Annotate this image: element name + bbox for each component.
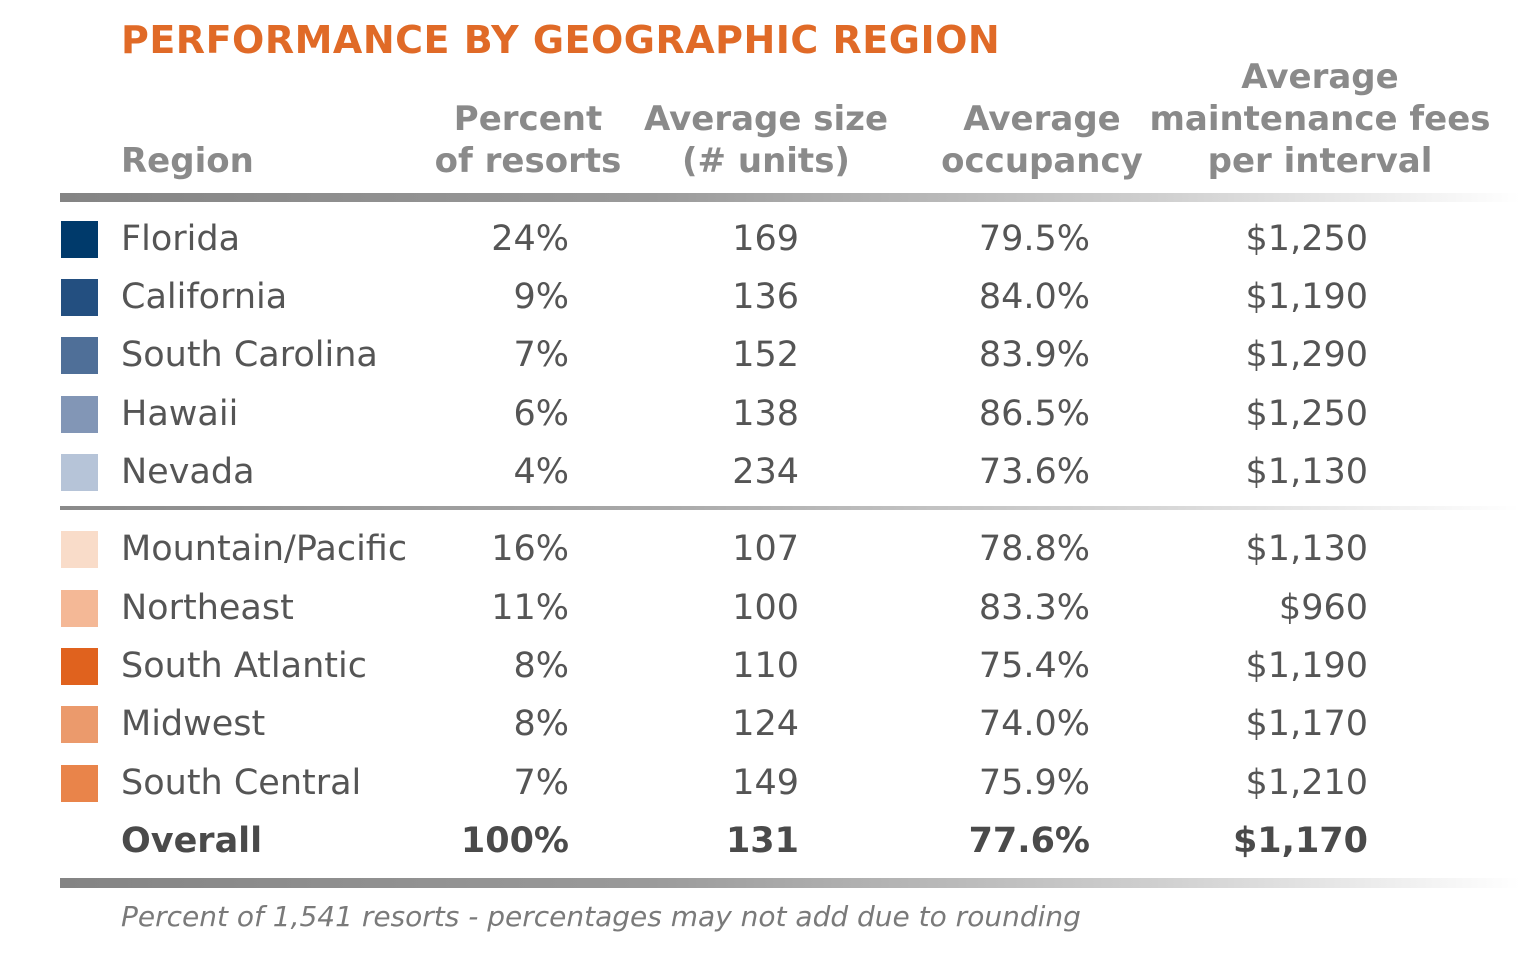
occupancy-cell: 83.3% — [978, 588, 1090, 628]
region-cell: Northeast — [121, 588, 294, 628]
table-row: Hawaii 6% 138 86.5% $1,250 — [0, 389, 1529, 439]
header-fees: Average maintenance fees per interval — [1149, 56, 1490, 182]
footnote: Percent of 1,541 resorts - percentages m… — [121, 900, 1081, 933]
percent-cell: 100% — [460, 821, 569, 861]
fee-cell: $1,170 — [1245, 704, 1368, 744]
size-cell: 169 — [732, 219, 799, 259]
percent-cell: 11% — [491, 588, 569, 628]
occupancy-cell: 77.6% — [968, 821, 1090, 861]
size-cell: 110 — [732, 646, 799, 686]
header-occupancy-line-1: Average — [963, 99, 1121, 139]
region-color-swatch — [61, 648, 98, 685]
size-cell: 107 — [732, 529, 799, 569]
size-cell: 100 — [732, 588, 799, 628]
table-row: Nevada 4% 234 73.6% $1,130 — [0, 447, 1529, 497]
occupancy-cell: 79.5% — [978, 219, 1090, 259]
percent-cell: 8% — [513, 704, 569, 744]
header-percent-line-2: of resorts — [434, 141, 622, 181]
size-cell: 138 — [732, 394, 799, 434]
size-cell: 136 — [732, 277, 799, 317]
occupancy-cell: 83.9% — [978, 335, 1090, 375]
table-row: South Carolina 7% 152 83.9% $1,290 — [0, 330, 1529, 380]
table-bottom-divider — [60, 878, 1520, 888]
region-cell: Midwest — [121, 704, 266, 744]
header-occupancy-line-2: occupancy — [941, 141, 1143, 181]
fee-cell: $1,250 — [1245, 394, 1368, 434]
region-color-swatch — [61, 279, 98, 316]
fee-cell: $1,130 — [1245, 452, 1368, 492]
occupancy-cell: 73.6% — [978, 452, 1090, 492]
percent-cell: 16% — [491, 529, 569, 569]
region-cell: Mountain/Pacific — [121, 529, 408, 569]
header-fees-line-3: per interval — [1207, 141, 1433, 181]
table-row: South Central 7% 149 75.9% $1,210 — [0, 758, 1529, 808]
size-cell: 131 — [725, 821, 799, 861]
fee-cell: $1,210 — [1245, 763, 1368, 803]
overall-row: Overall 100% 131 77.6% $1,170 — [0, 816, 1529, 866]
header-region: Region — [121, 140, 254, 182]
fee-cell: $1,130 — [1245, 529, 1368, 569]
size-cell: 124 — [732, 704, 799, 744]
region-cell: California — [121, 277, 288, 317]
region-color-swatch — [61, 706, 98, 743]
region-cell: South Carolina — [121, 335, 378, 375]
fee-cell: $960 — [1278, 588, 1368, 628]
region-cell: South Central — [121, 763, 362, 803]
occupancy-cell: 84.0% — [978, 277, 1090, 317]
header-occupancy: Average occupancy — [941, 98, 1143, 182]
header-fees-line-1: Average — [1241, 57, 1399, 97]
table-row: California 9% 136 84.0% $1,190 — [0, 272, 1529, 322]
region-cell: Hawaii — [121, 394, 239, 434]
table-row: South Atlantic 8% 110 75.4% $1,190 — [0, 641, 1529, 691]
header-percent-line-1: Percent — [453, 99, 603, 139]
occupancy-cell: 78.8% — [978, 529, 1090, 569]
region-color-swatch — [61, 590, 98, 627]
fee-cell: $1,190 — [1245, 277, 1368, 317]
percent-cell: 9% — [513, 277, 569, 317]
size-cell: 234 — [732, 452, 799, 492]
header-size: Average size (# units) — [644, 98, 888, 182]
percent-cell: 8% — [513, 646, 569, 686]
fee-cell: $1,250 — [1245, 219, 1368, 259]
header-size-line-1: Average size — [643, 99, 889, 139]
region-cell: South Atlantic — [121, 646, 367, 686]
table-row: Mountain/Pacific 16% 107 78.8% $1,130 — [0, 524, 1529, 574]
region-color-swatch — [61, 765, 98, 802]
fee-cell: $1,190 — [1245, 646, 1368, 686]
fee-cell: $1,170 — [1232, 821, 1368, 861]
percent-cell: 7% — [513, 335, 569, 375]
header-size-line-2: (# units) — [682, 141, 850, 181]
header-percent: Percent of resorts — [435, 98, 622, 182]
region-cell: Florida — [121, 219, 241, 259]
size-cell: 152 — [732, 335, 799, 375]
table-row: Florida 24% 169 79.5% $1,250 — [0, 214, 1529, 264]
occupancy-cell: 86.5% — [978, 394, 1090, 434]
region-cell: Overall — [121, 821, 263, 861]
occupancy-cell: 75.4% — [978, 646, 1090, 686]
occupancy-cell: 74.0% — [978, 704, 1090, 744]
region-color-swatch — [61, 337, 98, 374]
table-row: Northeast 11% 100 83.3% $960 — [0, 583, 1529, 633]
chart-title: PERFORMANCE BY GEOGRAPHIC REGION — [121, 18, 1001, 62]
percent-cell: 7% — [513, 763, 569, 803]
fee-cell: $1,290 — [1245, 335, 1368, 375]
percent-cell: 4% — [513, 452, 569, 492]
header-region-line: Region — [121, 141, 254, 181]
percent-cell: 6% — [513, 394, 569, 434]
occupancy-cell: 75.9% — [978, 763, 1090, 803]
region-color-swatch — [61, 221, 98, 258]
region-cell: Nevada — [121, 452, 255, 492]
header-divider — [60, 193, 1520, 202]
group-divider — [60, 506, 1520, 510]
size-cell: 149 — [732, 763, 799, 803]
region-color-swatch — [61, 396, 98, 433]
header-fees-line-2: maintenance fees — [1149, 99, 1491, 139]
region-color-swatch — [61, 531, 98, 568]
percent-cell: 24% — [491, 219, 569, 259]
region-color-swatch — [61, 454, 98, 491]
table-row: Midwest 8% 124 74.0% $1,170 — [0, 699, 1529, 749]
